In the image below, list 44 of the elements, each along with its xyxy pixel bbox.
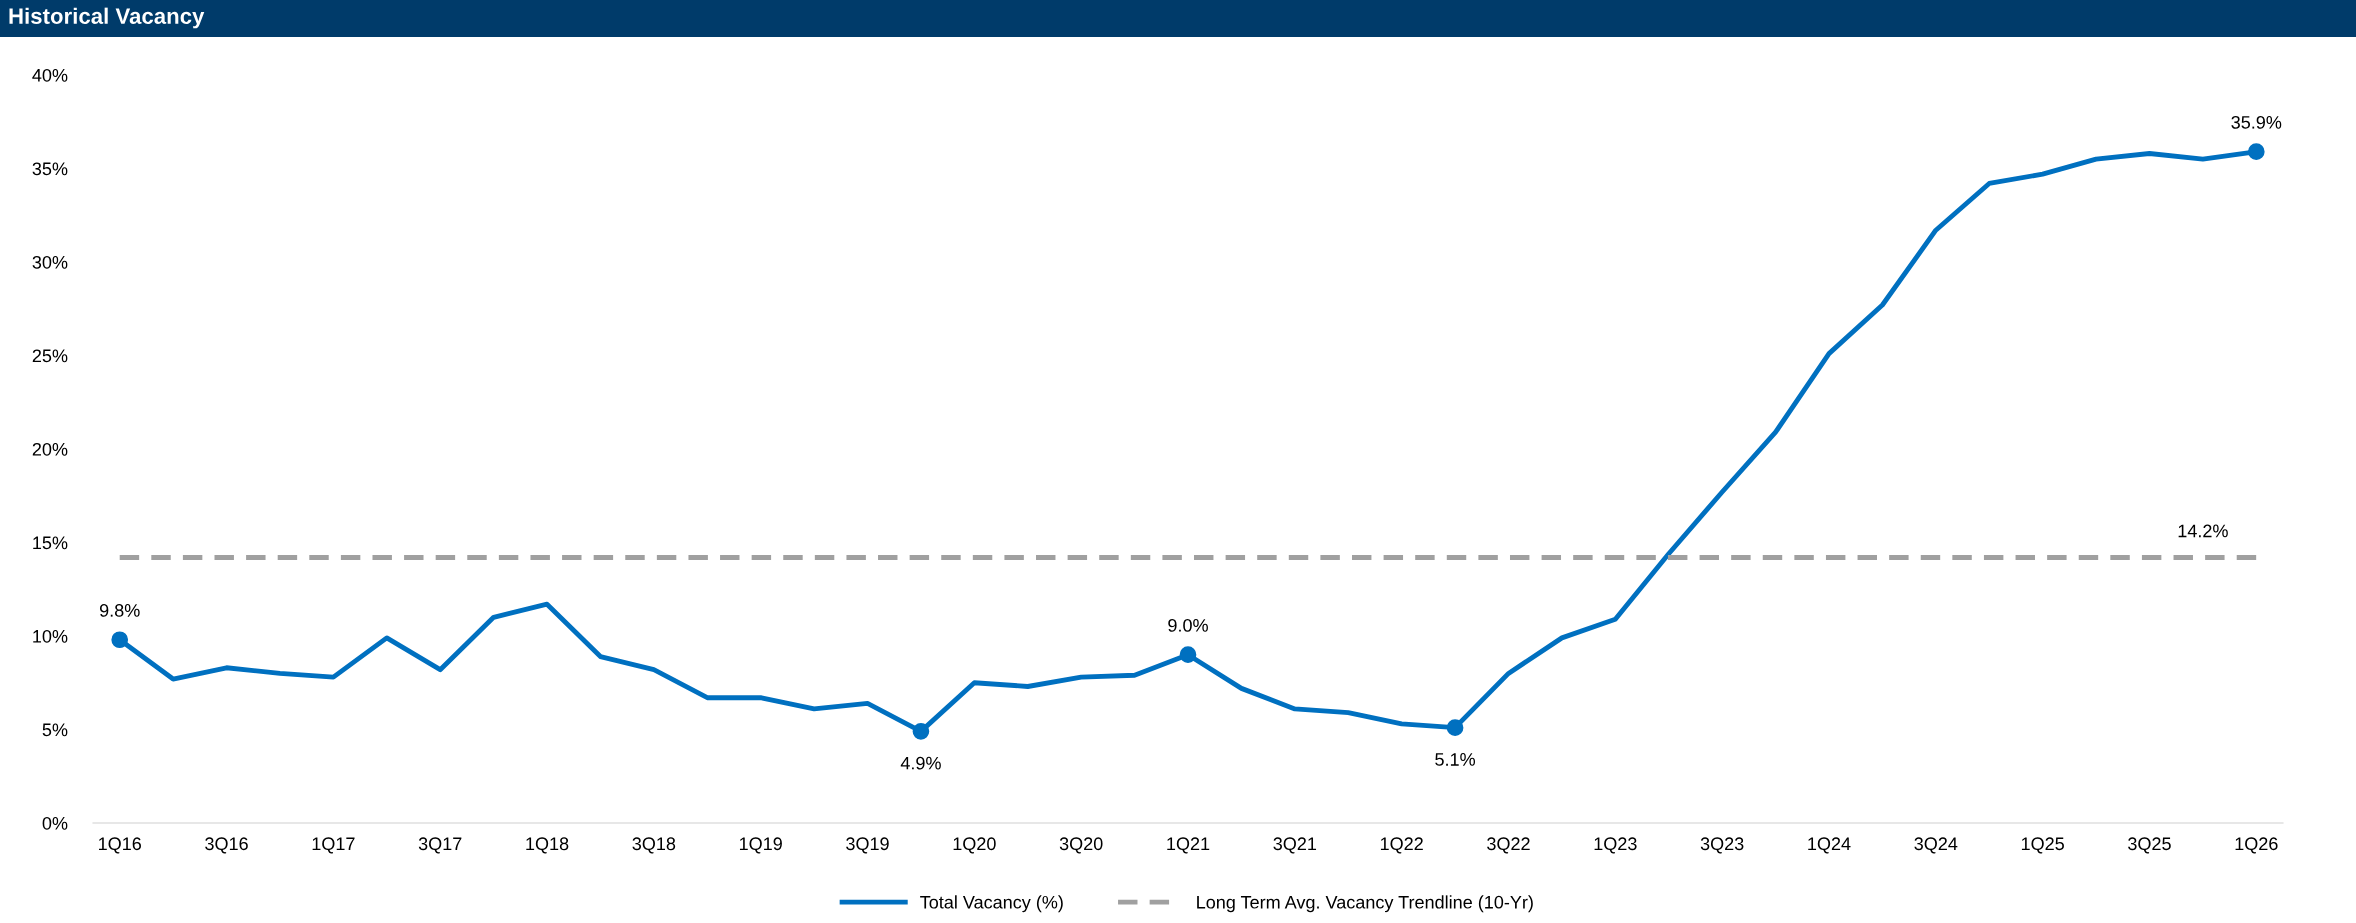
x-tick-label: 1Q22 bbox=[1380, 837, 1423, 854]
y-tick-label: 0% bbox=[42, 816, 68, 830]
x-tick-label: 1Q21 bbox=[1167, 837, 1210, 854]
data-label: 9.0% bbox=[1168, 618, 1208, 632]
x-tick-label: 3Q18 bbox=[632, 837, 676, 854]
y-tick-label: 30% bbox=[32, 255, 68, 269]
point bbox=[111, 631, 129, 649]
legend-label: Long Term Avg. Vacancy Trendline (10-Yr) bbox=[1197, 895, 1533, 913]
point bbox=[912, 723, 930, 740]
y-tick-label: 25% bbox=[32, 349, 68, 363]
chart-title: Historical Vacancy bbox=[9, 7, 205, 29]
y-tick-label: 35% bbox=[32, 162, 68, 176]
data-label: 4.9% bbox=[900, 756, 941, 770]
x-tick-label: 3Q24 bbox=[1914, 837, 1958, 854]
x-tick-label: 3Q20 bbox=[1059, 837, 1103, 854]
y-tick-label: 10% bbox=[33, 629, 68, 643]
x-tick-label: 1Q19 bbox=[739, 837, 782, 854]
x-tick-label: 1Q18 bbox=[526, 837, 569, 854]
x-tick-label: 3Q21 bbox=[1273, 837, 1317, 854]
y-tick-label: 15% bbox=[33, 536, 68, 550]
x-tick-label: 1Q16 bbox=[99, 837, 141, 854]
point bbox=[1179, 646, 1197, 664]
legend-label: Total Vacancy (%) bbox=[920, 895, 1063, 913]
x-tick-label: 3Q25 bbox=[2128, 837, 2171, 854]
y-tick-label: 20% bbox=[32, 442, 68, 456]
x-tick-label: 3Q16 bbox=[205, 837, 248, 854]
data-label: 9.8% bbox=[99, 604, 140, 617]
x-tick-label: 3Q22 bbox=[1487, 837, 1530, 854]
x-tick-label: 1Q26 bbox=[2235, 837, 2278, 854]
x-tick-label: 3Q17 bbox=[418, 837, 462, 854]
x-tick-label: 3Q23 bbox=[1700, 837, 1744, 854]
x-tick-label: 1Q20 bbox=[953, 837, 996, 854]
data-label: 5.1% bbox=[1435, 753, 1476, 766]
y-tick-label: 5% bbox=[42, 723, 68, 737]
x-tick-label: 1Q25 bbox=[2021, 837, 2064, 854]
data-label: 35.9% bbox=[2231, 115, 2282, 129]
y-tick-label: 40% bbox=[32, 68, 68, 82]
data-label: 14.2% bbox=[2178, 524, 2228, 538]
x-tick-label: 3Q19 bbox=[846, 837, 889, 854]
point bbox=[1446, 719, 1464, 736]
point bbox=[2247, 143, 2265, 161]
x-tick-label: 1Q17 bbox=[312, 837, 355, 854]
x-tick-label: 1Q23 bbox=[1594, 837, 1637, 854]
x-tick-label: 1Q24 bbox=[1808, 837, 1851, 854]
